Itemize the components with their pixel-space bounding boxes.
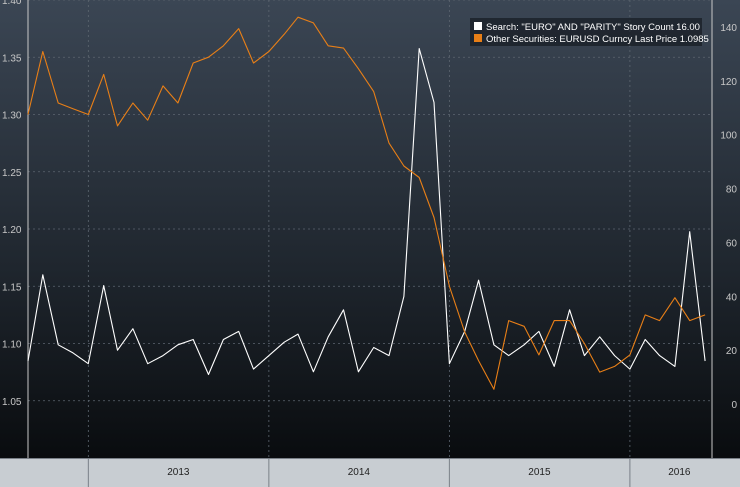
y-left-tick-label: 1.25 (2, 168, 22, 179)
y-right-tick-label: 80 (726, 185, 738, 196)
y-left-tick-label: 1.30 (2, 111, 22, 122)
eurusd-series-line (27, 16, 706, 390)
x-tick-label: 2013 (167, 467, 190, 478)
y-right-tick-label: 20 (726, 346, 738, 357)
legend-swatch (474, 34, 482, 42)
y-left-tick-label: 1.10 (2, 340, 22, 351)
y-right-tick-label: 40 (726, 292, 738, 303)
y-left-tick-label: 1.05 (2, 397, 22, 408)
legend: Search: "EURO" AND "PARITY" Story Count … (470, 18, 709, 46)
y-right-tick-label: 120 (720, 77, 737, 88)
y-left-tick-label: 1.20 (2, 225, 22, 236)
x-axis-band (0, 458, 740, 487)
series-layer (27, 16, 706, 390)
x-tick-label: 2014 (348, 467, 371, 478)
y-right-tick-label: 140 (720, 23, 737, 34)
legend-swatch (474, 22, 482, 30)
y-right-tick-label: 60 (726, 238, 738, 249)
legend-label: Other Securities: EURUSD Curncy Last Pri… (486, 34, 709, 45)
legend-label: Search: "EURO" AND "PARITY" Story Count … (486, 22, 700, 33)
grid-layer (28, 0, 712, 458)
y-left-tick-label: 1.35 (2, 53, 22, 64)
y-left-tick-label: 1.40 (2, 0, 22, 7)
legend-box (470, 18, 702, 46)
y-right-tick-label: 0 (731, 400, 737, 411)
story-count-series-line (27, 47, 706, 376)
y-right-tick-label: 100 (720, 131, 737, 142)
y-left-tick-label: 1.15 (2, 282, 22, 293)
x-tick-label: 2016 (668, 467, 691, 478)
x-tick-label: 2015 (528, 467, 551, 478)
